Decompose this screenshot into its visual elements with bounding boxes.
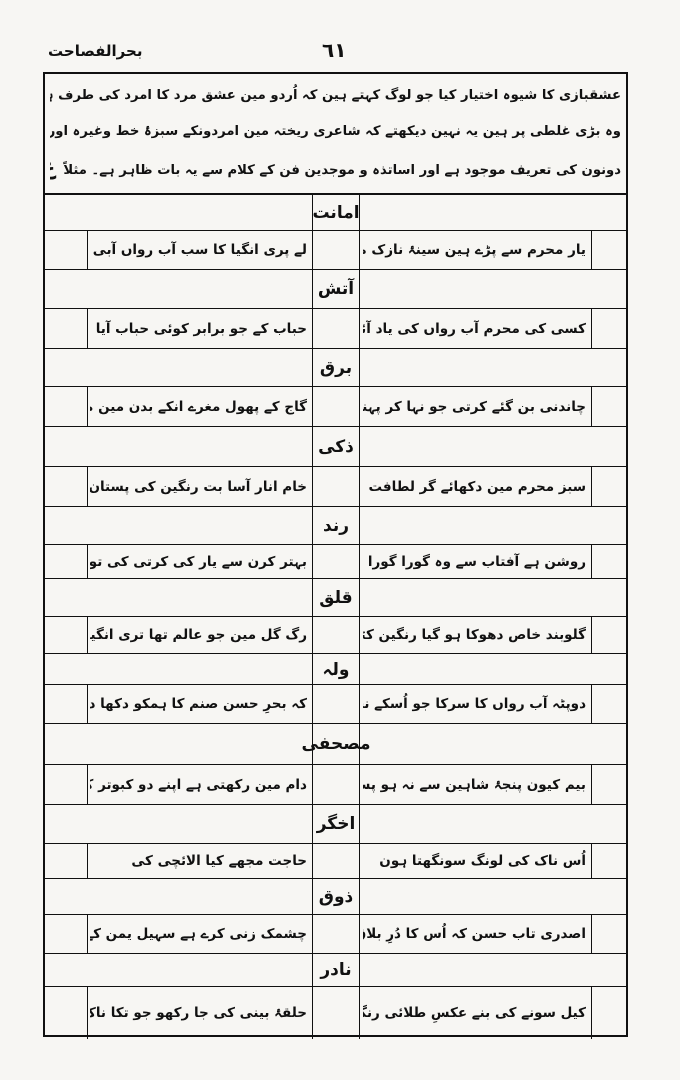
poet-name: نادر — [312, 954, 360, 986]
column-divider — [87, 231, 88, 269]
verse-row: یار محرم سے پڑے ہین سینۂ نازک مین نیل لے … — [45, 231, 626, 270]
second-hemistich: کہ بحرِ حسن صنم کا ہمکو دکھا دیا ہے حباب… — [90, 696, 307, 712]
column-divider — [87, 915, 88, 953]
column-divider — [87, 387, 88, 426]
first-hemistich: چاندنی بن گئے کرتی جو نہا کر پہنی — [363, 398, 586, 415]
first-hemistich: یار محرم سے پڑے ہین سینۂ نازک مین نیل — [363, 242, 586, 258]
poet-heading-row: مصحفی — [45, 724, 626, 765]
misra-mark: ع — [50, 155, 55, 180]
poet-name: آتش — [312, 270, 360, 308]
poet-heading-row: ذوق — [45, 879, 626, 915]
verse-row: گلوبند خاص دھوکا ہو گیا رنگین کٹوریکا رگ … — [45, 617, 626, 654]
second-hemistich: حباب کے جو برابر کوئی حباب آیا — [95, 320, 307, 337]
poet-name: اخگر — [312, 805, 360, 843]
column-divider — [87, 545, 88, 578]
first-hemistich: کیل سونے کی بنے عکسِ طلائی رنگ سے — [363, 1005, 586, 1021]
middle-cell — [312, 309, 360, 348]
poet-heading-row: ذکی — [45, 427, 626, 467]
verse-row: کسی کی محرم آب رواں کی یاد آئی حباب کے جو… — [45, 309, 626, 349]
verse-row: دوپٹہ آب رواں کا سرکا جو اُسکے نحر سے سم… — [45, 685, 626, 724]
column-divider — [87, 467, 88, 506]
first-hemistich: اصدری تاب حسن کہ اُس کا دُرِ بلاق — [363, 926, 586, 942]
poet-heading-row: برق — [45, 349, 626, 387]
column-divider — [591, 467, 592, 506]
verse-row: کیل سونے کی بنے عکسِ طلائی رنگ سے حلقۂ بی… — [45, 987, 626, 1039]
verse-row: اصدری تاب حسن کہ اُس کا دُرِ بلاق چشمک زن… — [45, 915, 626, 954]
poet-name: ولہ — [312, 654, 360, 684]
column-divider — [87, 685, 88, 723]
middle-cell — [312, 915, 360, 953]
column-divider — [591, 844, 592, 878]
first-hemistich: اُس ناک کی لونگ سونگھتا ہون — [379, 853, 586, 869]
poet-name: قلق — [312, 579, 360, 616]
column-divider — [87, 309, 88, 348]
intro-line: دونون کی تعریف موجود ہے اور اساتذہ و موج… — [50, 150, 621, 186]
second-hemistich: دام مین رکھتی ہے اپنے دو کبوتر کرتی — [90, 776, 307, 793]
column-divider — [591, 685, 592, 723]
second-hemistich: چشمک زنی کرے ہے سہیل یمن کے ساتھ — [90, 926, 307, 942]
intro-line: وہ بڑی غلطی پر ہین یہ نہین دیکھتے کہ شاع… — [50, 124, 621, 139]
column-divider — [87, 765, 88, 804]
column-divider — [591, 309, 592, 348]
poet-heading-row: آتش — [45, 270, 626, 309]
column-divider — [591, 765, 592, 804]
middle-cell — [312, 545, 360, 578]
middle-cell — [312, 987, 360, 1039]
poet-name: ذکی — [312, 427, 360, 466]
middle-cell — [312, 844, 360, 878]
first-hemistich: بیم کیون پنجۂ شاہین سے نہ ہو پستان کو — [363, 776, 586, 793]
poet-heading-row: قلق — [45, 579, 626, 617]
second-hemistich: گاج کے پھول مغرے انکے بدن مین مہتاب — [90, 398, 307, 415]
middle-cell — [312, 765, 360, 804]
middle-cell — [312, 467, 360, 506]
poet-name: مصحفی — [302, 724, 370, 764]
poet-heading-row: امانت — [45, 195, 626, 231]
intro-line-text: دونون کی تعریف موجود ہے اور اساتذہ و موج… — [63, 163, 621, 178]
page-number: ٦١ — [322, 38, 347, 62]
column-divider — [591, 987, 592, 1039]
second-hemistich: رگ گل مین جو عالم تھا تری انگیا کے ڈوریک… — [90, 627, 307, 643]
poet-name: امانت — [312, 195, 360, 230]
column-divider — [591, 915, 592, 953]
column-divider — [87, 844, 88, 878]
column-divider — [591, 387, 592, 426]
middle-cell — [312, 685, 360, 723]
second-hemistich: لے پری انگیا کا سب آب رواں آبی ہوا — [90, 242, 307, 258]
second-hemistich: حاجت مجھے کیا الائچی کی — [131, 853, 307, 869]
poet-heading-row: رند — [45, 507, 626, 545]
first-hemistich: گلوبند خاص دھوکا ہو گیا رنگین کٹوریکا — [363, 627, 586, 643]
verse-row: سبز محرم مین دکھائے گر لطافت حسن کی خام ا… — [45, 467, 626, 507]
second-hemistich: خام انار آسا بت رنگین کی پستان سبز ہو — [90, 478, 307, 495]
middle-cell — [312, 231, 360, 269]
verse-row: روشن ہے آفتاب سے وہ گورا گورا پیٹ بہتر کر… — [45, 545, 626, 579]
second-hemistich: حلقۂ بینی کی جا رکھو جو تکا ناک مین — [90, 1005, 307, 1021]
column-divider — [591, 617, 592, 653]
first-hemistich: سبز محرم مین دکھائے گر لطافت حسن کی — [363, 478, 586, 495]
column-divider — [87, 617, 88, 653]
middle-cell — [312, 617, 360, 653]
middle-cell — [312, 387, 360, 426]
verse-row: چاندنی بن گئے کرتی جو نہا کر پہنی گاج کے … — [45, 387, 626, 427]
first-hemistich: روشن ہے آفتاب سے وہ گورا گورا پیٹ — [363, 553, 586, 570]
column-divider — [591, 545, 592, 578]
column-divider — [591, 231, 592, 269]
poet-heading-row: نادر — [45, 954, 626, 987]
poet-name: ذوق — [312, 879, 360, 914]
first-hemistich: کسی کی محرم آب رواں کی یاد آئی — [363, 320, 586, 337]
poet-heading-row: ولہ — [45, 654, 626, 685]
column-divider — [87, 987, 88, 1039]
poet-name: رند — [312, 507, 360, 544]
poet-name: برق — [312, 349, 360, 386]
verse-row: بیم کیون پنجۂ شاہین سے نہ ہو پستان کو دام… — [45, 765, 626, 805]
first-hemistich: دوپٹہ آب رواں کا سرکا جو اُسکے نحر سے سم… — [363, 696, 586, 712]
second-hemistich: بہتر کرن سے یار کی کرتی کی تونی ہے — [90, 553, 307, 570]
running-header-title: بحرالفصاحت — [48, 42, 143, 60]
verse-table: عشقبازی کا شیوہ اختیار کیا جو لوگ کہتے ہ… — [43, 72, 628, 1039]
intro-line: عشقبازی کا شیوہ اختیار کیا جو لوگ کہتے ہ… — [50, 88, 621, 103]
poet-heading-row: اخگر — [45, 805, 626, 844]
intro-paragraph: عشقبازی کا شیوہ اختیار کیا جو لوگ کہتے ہ… — [45, 74, 626, 195]
verse-row: اُس ناک کی لونگ سونگھتا ہون حاجت مجھے کیا… — [45, 844, 626, 879]
